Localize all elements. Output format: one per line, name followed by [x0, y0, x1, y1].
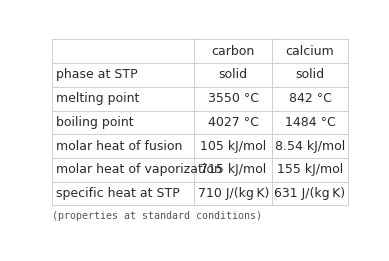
Text: 1484 °C: 1484 °C — [285, 116, 335, 129]
Text: 8.54 kJ/mol: 8.54 kJ/mol — [275, 140, 345, 153]
Text: 155 kJ/mol: 155 kJ/mol — [277, 163, 343, 176]
Text: 710 J/(kg K): 710 J/(kg K) — [198, 187, 269, 200]
Text: 842 °C: 842 °C — [289, 92, 331, 105]
Text: 105 kJ/mol: 105 kJ/mol — [200, 140, 266, 153]
Text: calcium: calcium — [286, 45, 335, 58]
Text: 631 J/(kg K): 631 J/(kg K) — [275, 187, 345, 200]
Text: boiling point: boiling point — [56, 116, 133, 129]
Text: 3550 °C: 3550 °C — [208, 92, 259, 105]
Text: molar heat of fusion: molar heat of fusion — [56, 140, 182, 153]
Text: melting point: melting point — [56, 92, 139, 105]
Text: 4027 °C: 4027 °C — [208, 116, 259, 129]
Text: solid: solid — [296, 68, 324, 81]
Text: 715 kJ/mol: 715 kJ/mol — [200, 163, 266, 176]
Text: molar heat of vaporization: molar heat of vaporization — [56, 163, 222, 176]
Text: solid: solid — [219, 68, 248, 81]
Text: specific heat at STP: specific heat at STP — [56, 187, 180, 200]
Text: (properties at standard conditions): (properties at standard conditions) — [52, 211, 262, 221]
Text: phase at STP: phase at STP — [56, 68, 137, 81]
Text: carbon: carbon — [212, 45, 255, 58]
